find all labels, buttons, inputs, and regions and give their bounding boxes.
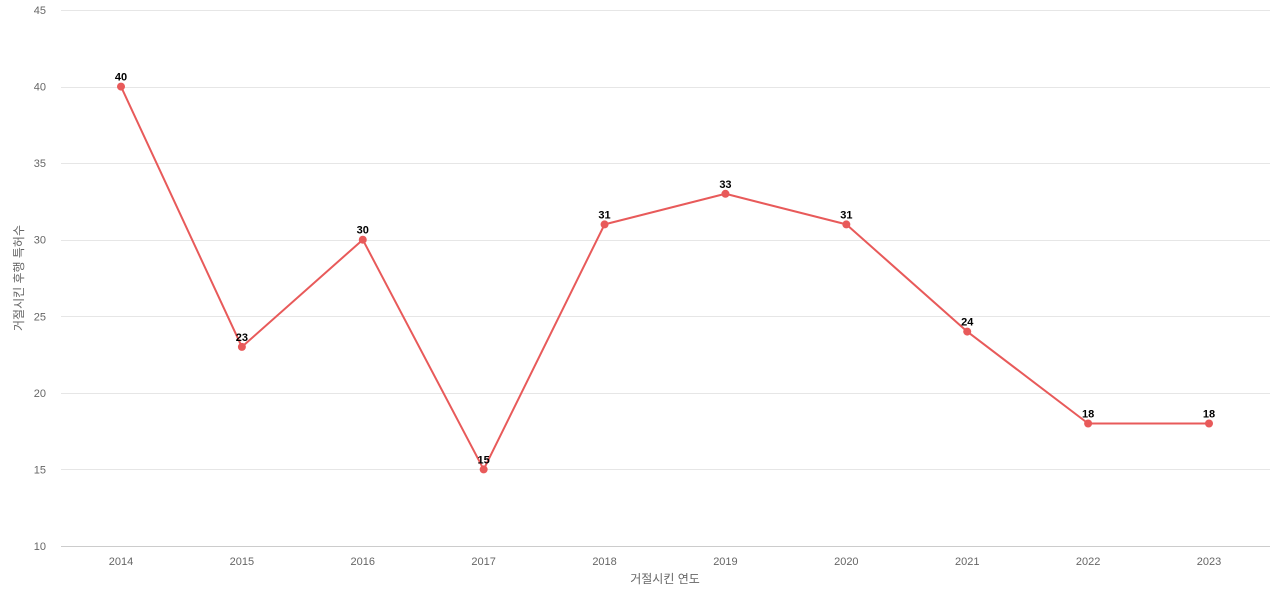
- series-line: [120, 86, 1209, 471]
- y-tick-label: 45: [34, 5, 46, 17]
- series-layer: [117, 82, 1213, 474]
- y-tick-label: 30: [34, 235, 46, 247]
- data-point[interactable]: [479, 465, 488, 474]
- gridlines: [61, 10, 1270, 547]
- y-tick-label: 25: [34, 311, 46, 323]
- data-point[interactable]: [721, 189, 730, 198]
- data-label: 30: [357, 225, 369, 237]
- data-label: 31: [598, 209, 610, 221]
- x-tick-label: 2022: [1076, 556, 1100, 568]
- data-label: 18: [1082, 408, 1094, 420]
- y-axis-ticks: 10 15 20 25 30 35 40 45: [34, 5, 46, 553]
- x-tick-label: 2023: [1197, 556, 1221, 568]
- x-axis-title: 거절시킨 연도: [630, 572, 700, 586]
- data-label: 23: [236, 332, 248, 344]
- data-point[interactable]: [842, 220, 851, 229]
- data-label: 18: [1203, 408, 1215, 420]
- y-tick-label: 40: [34, 82, 46, 94]
- data-label: 31: [840, 209, 852, 221]
- y-tick-label: 20: [34, 388, 46, 400]
- data-label: 40: [115, 72, 127, 84]
- data-point[interactable]: [1205, 419, 1213, 428]
- x-tick-label: 2019: [713, 556, 737, 568]
- x-tick-label: 2018: [592, 556, 616, 568]
- data-point[interactable]: [963, 327, 972, 336]
- y-tick-label: 10: [34, 541, 46, 553]
- data-point[interactable]: [600, 220, 609, 229]
- y-tick-label: 35: [34, 158, 46, 170]
- data-label: 24: [961, 317, 974, 329]
- data-point[interactable]: [117, 82, 125, 91]
- y-tick-label: 15: [34, 464, 46, 476]
- data-point[interactable]: [237, 342, 246, 351]
- x-tick-label: 2014: [109, 556, 133, 568]
- data-point[interactable]: [358, 235, 367, 244]
- x-tick-label: 2017: [471, 556, 495, 568]
- x-tick-label: 2021: [955, 556, 979, 568]
- data-labels: 40 23 30 15 31 33 31 24 18 18: [115, 72, 1215, 467]
- data-label: 33: [719, 179, 731, 191]
- x-tick-label: 2020: [834, 556, 858, 568]
- x-tick-label: 2016: [351, 556, 375, 568]
- x-tick-label: 2015: [230, 556, 254, 568]
- data-point[interactable]: [1084, 419, 1093, 428]
- y-axis-title: 거절시킨 후행 특허수: [11, 225, 26, 331]
- x-axis-ticks: 2014 2015 2016 2017 2018 2019 2020 2021 2022 2023: [109, 556, 1221, 568]
- data-label: 15: [478, 454, 490, 466]
